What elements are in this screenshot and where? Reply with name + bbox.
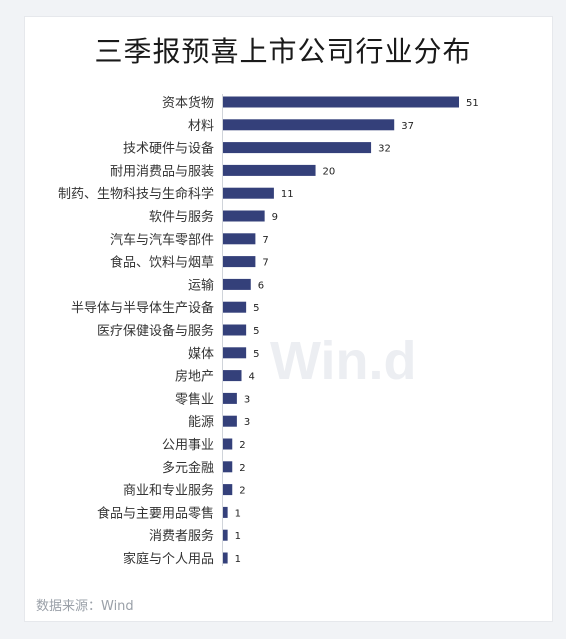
value-label: 7	[262, 235, 268, 246]
bar	[223, 484, 233, 496]
value-label: 9	[272, 212, 278, 223]
category-label: 资本货物	[162, 95, 214, 111]
category-label: 房地产	[175, 369, 214, 385]
bar	[223, 438, 233, 450]
category-label: 材料	[188, 119, 214, 134]
value-label: 51	[466, 98, 479, 109]
bar	[223, 392, 237, 404]
chart-card	[24, 16, 553, 622]
value-label: 4	[249, 372, 255, 383]
bar	[223, 233, 256, 245]
value-label: 5	[253, 349, 259, 360]
value-label: 7	[262, 258, 268, 269]
category-label: 食品、饮料与烟草	[110, 255, 214, 271]
value-label: 5	[253, 303, 259, 314]
category-label: 商业和专业服务	[123, 483, 214, 499]
bar	[223, 142, 372, 154]
value-label: 11	[281, 189, 294, 200]
category-label: 软件与服务	[149, 209, 214, 225]
category-label: 半导体与半导体生产设备	[71, 300, 214, 316]
bar	[223, 278, 251, 290]
bar	[223, 164, 316, 176]
bar	[223, 119, 395, 131]
value-label: 3	[244, 417, 250, 428]
value-label: 1	[235, 554, 241, 565]
category-label: 零售业	[175, 391, 214, 407]
bar	[223, 96, 459, 108]
bar	[223, 529, 228, 541]
bar	[223, 301, 247, 313]
category-label: 运输	[188, 277, 214, 293]
value-label: 37	[401, 121, 414, 132]
category-label: 耐用消费品与服装	[110, 164, 214, 179]
category-label: 公用事业	[162, 438, 214, 453]
value-label: 5	[253, 326, 259, 337]
category-label: 能源	[188, 415, 214, 430]
category-label: 技术硬件与设备	[123, 141, 214, 157]
value-label: 3	[244, 394, 250, 405]
value-label: 1	[235, 531, 241, 542]
value-label: 1	[235, 508, 241, 519]
bar	[223, 506, 228, 518]
category-label: 汽车与汽车零部件	[110, 232, 214, 248]
bar	[223, 370, 242, 382]
category-label: 家庭与个人用品	[123, 551, 214, 567]
value-label: 2	[239, 440, 245, 451]
bar	[223, 210, 265, 222]
bar	[223, 256, 256, 268]
chart-title: 三季报预喜上市公司行业分布	[94, 35, 472, 68]
category-label: 医疗保健设备与服务	[97, 323, 214, 339]
source-note: 数据来源：Wind	[36, 599, 134, 614]
value-label: 2	[239, 463, 245, 474]
bar	[223, 324, 247, 336]
category-label: 多元金融	[162, 460, 214, 476]
value-label: 6	[258, 280, 264, 291]
category-label: 制药、生物科技与生命科学	[58, 186, 214, 202]
category-label: 消费者服务	[149, 528, 214, 544]
bar	[223, 461, 233, 473]
bar	[223, 187, 274, 199]
value-label: 32	[378, 144, 391, 155]
value-label: 2	[239, 486, 245, 497]
value-label: 20	[323, 166, 336, 177]
category-label: 媒体	[188, 347, 214, 362]
bar	[223, 347, 247, 359]
bar	[223, 552, 228, 564]
watermark: Win.d	[270, 331, 417, 391]
category-label: 食品与主要用品零售	[97, 505, 214, 521]
bar	[223, 415, 237, 427]
